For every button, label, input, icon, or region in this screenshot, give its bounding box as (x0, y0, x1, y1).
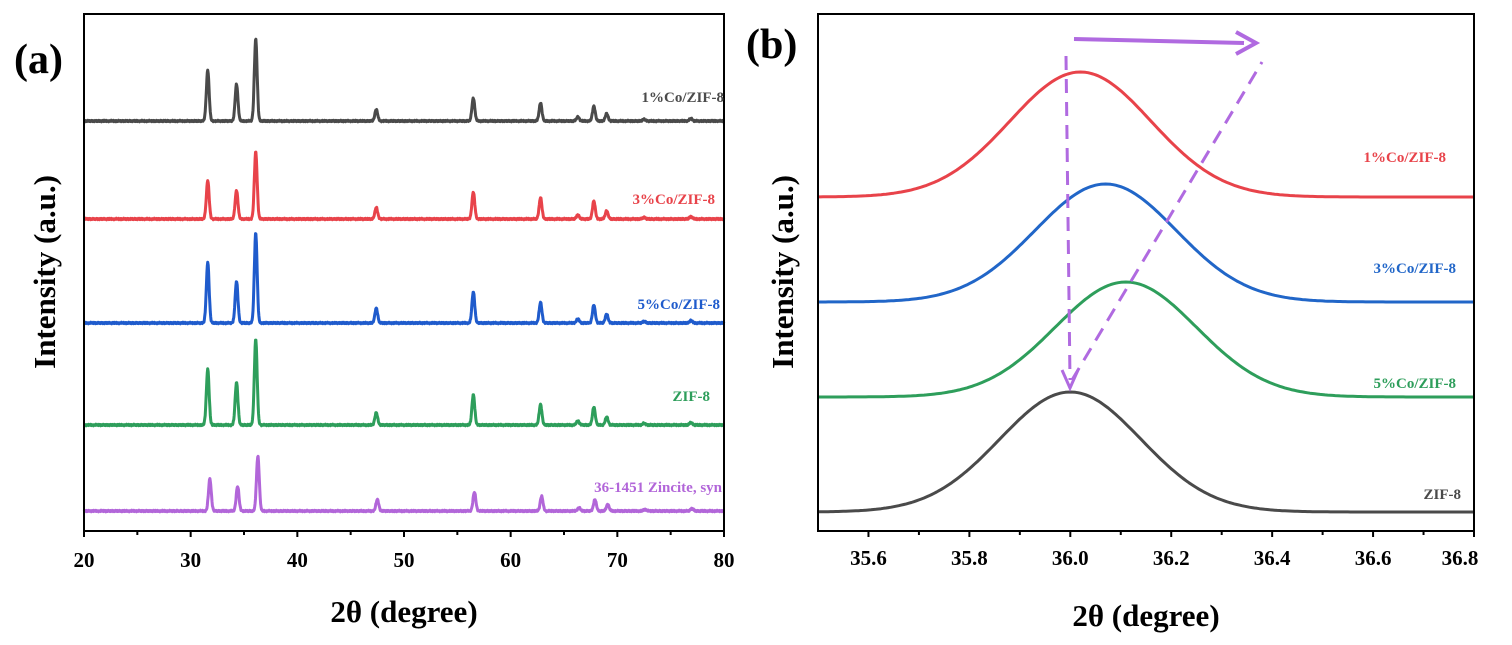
dashed-guide-diagonal (1070, 61, 1264, 381)
panel-b-x-ticks: 35.6 35.8 36.0 36.2 36.4 36.6 36.8 (850, 531, 1478, 570)
x-tick-label: 36.6 (1355, 546, 1392, 570)
legend-label-5-co-zif-8: 5%Co/ZIF-8 (1374, 376, 1457, 392)
x-tick-label: 40 (287, 548, 308, 572)
panel-a-ylabel: Intensity (a.u.) (27, 175, 62, 369)
shift-arrow (1073, 37, 1245, 45)
x-tick-label: 36.0 (1052, 546, 1089, 570)
x-tick-label: 70 (607, 548, 628, 572)
panel-b-shift-arrows (1060, 30, 1264, 392)
xrd-curve-3-co-zif-8 (82, 150, 726, 222)
panel-a: (a) 20 30 40 50 60 70 80 1%Co/ZIF-8 3%Co/ZIF-8 5… (14, 13, 735, 629)
x-tick-label: 20 (74, 548, 95, 572)
x-tick-label: 35.8 (951, 546, 988, 570)
x-tick-label: 60 (500, 548, 521, 572)
dashed-guide-vertical (1064, 55, 1072, 381)
x-tick-label: 36.8 (1442, 546, 1479, 570)
panel-a-frame (83, 13, 725, 532)
panel-b-frame (817, 13, 1475, 532)
x-tick-label: 36.2 (1153, 546, 1190, 570)
x-tick-label: 50 (394, 548, 415, 572)
peak-curve-3-co-zif-8 (818, 182, 1474, 304)
legend-label-3-co-zif-8: 3%Co/ZIF-8 (1374, 261, 1457, 277)
peak-curve-zif-8 (818, 390, 1474, 514)
panel-b-curves (818, 70, 1474, 514)
panel-a-curves (82, 37, 726, 514)
legend-label-zif-8: ZIF-8 (1424, 487, 1462, 503)
legend-label-1-co-zif-8: 1%Co/ZIF-8 (1364, 150, 1447, 166)
legend-label-zif-8: ZIF-8 (673, 389, 711, 405)
legend-label-36-1451-zincite-syn: 36-1451 Zincite, syn (594, 480, 723, 496)
legend-label-3-co-zif-8: 3%Co/ZIF-8 (633, 192, 716, 208)
x-tick-label: 36.4 (1254, 546, 1291, 570)
shift-arrow-head (1235, 30, 1261, 56)
panel-a-legend: 1%Co/ZIF-8 3%Co/ZIF-8 5%Co/ZIF-8 ZIF-8 36-14… (594, 90, 724, 496)
xrd-curve-1-co-zif-8 (82, 37, 726, 124)
peak-curve-1-co-zif-8 (818, 70, 1474, 199)
x-tick-label: 35.6 (850, 546, 887, 570)
panel-b-xlabel: 2θ (degree) (1072, 598, 1219, 633)
x-tick-label: 80 (714, 548, 735, 572)
legend-label-5-co-zif-8: 5%Co/ZIF-8 (638, 297, 721, 313)
x-tick-label: 30 (180, 548, 201, 572)
panel-label-a: (a) (14, 37, 63, 83)
panel-b-legend: 1%Co/ZIF-8 3%Co/ZIF-8 5%Co/ZIF-8 ZIF-8 (1364, 150, 1462, 503)
panel-b-ylabel: Intensity (a.u.) (765, 175, 800, 369)
xrd-curve-36-1451-zincite-syn (82, 454, 726, 514)
peak-curve-5-co-zif-8 (818, 280, 1474, 399)
panel-a-xlabel: 2θ (degree) (330, 594, 477, 629)
panel-a-x-ticks: 20 30 40 50 60 70 80 (74, 531, 735, 572)
xrd-curve-5-co-zif-8 (82, 232, 726, 326)
panel-b: (b) 35.6 35.8 36.0 36.2 36.4 36.6 36.8 1%Co/ZI… (746, 13, 1478, 633)
panel-label-b: (b) (746, 22, 797, 68)
xrd-curve-zif-8 (82, 338, 726, 428)
legend-label-1-co-zif-8: 1%Co/ZIF-8 (642, 90, 725, 106)
